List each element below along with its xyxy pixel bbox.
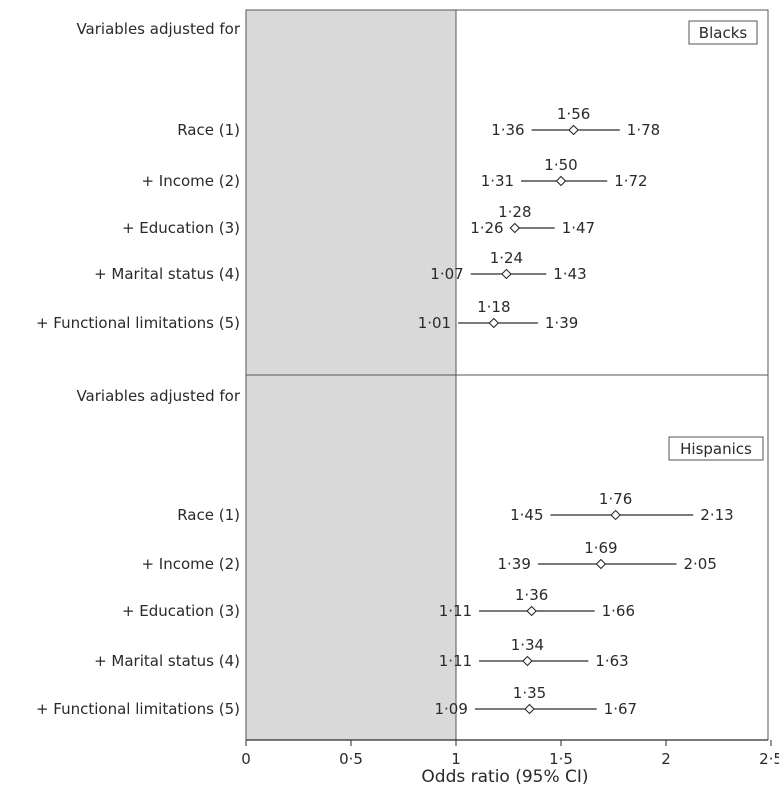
or-value-label: 1·50 xyxy=(544,156,577,174)
or-value-label: 1·76 xyxy=(599,490,632,508)
x-tick-label: 2 xyxy=(661,750,671,768)
group-legend-box xyxy=(668,436,764,461)
x-tick-label: 1·5 xyxy=(549,750,573,768)
or-diamond xyxy=(522,655,533,667)
ci-lower-label: 1·36 xyxy=(491,121,524,139)
or-diamond xyxy=(610,509,621,521)
row-label: + Marital status (4) xyxy=(94,652,240,670)
row-label: + Income (2) xyxy=(141,172,240,190)
x-tick-label: 1 xyxy=(451,750,461,768)
panel-frame xyxy=(455,9,769,376)
or-diamond xyxy=(488,317,500,329)
ci-upper-label: 1·78 xyxy=(627,121,660,139)
row-label: + Functional limitations (5) xyxy=(36,700,240,718)
or-value-label: 1·24 xyxy=(490,249,523,267)
or-value-label: 1·34 xyxy=(511,636,544,654)
ci-upper-label: 1·43 xyxy=(553,265,586,283)
ci-lower-label: 1·11 xyxy=(439,652,472,670)
ci-lower-label: 1·39 xyxy=(497,555,530,573)
or-value-label: 1·18 xyxy=(477,298,510,316)
x-tick-label: 0·5 xyxy=(339,750,363,768)
row-label: + Functional limitations (5) xyxy=(36,314,240,332)
or-diamond xyxy=(555,175,567,187)
ci-upper-label: 1·47 xyxy=(562,219,595,237)
or-diamond xyxy=(568,124,579,136)
or-diamond xyxy=(595,558,607,570)
ci-upper-label: 2·13 xyxy=(700,506,733,524)
group-legend-label: Hispanics xyxy=(680,440,752,458)
panel-header: Variables adjusted for xyxy=(76,20,240,38)
ci-lower-label: 1·09 xyxy=(434,700,467,718)
x-tick-label: 2·5 xyxy=(759,750,779,768)
ci-lower-label: 1·31 xyxy=(481,172,514,190)
ci-lower-label: 1·07 xyxy=(430,265,463,283)
or-value-label: 1·28 xyxy=(498,203,531,221)
or-diamond xyxy=(524,703,535,715)
group-legend-label: Blacks xyxy=(699,24,748,42)
ci-upper-label: 1·39 xyxy=(545,314,578,332)
ci-lower-label: 1·11 xyxy=(439,602,472,620)
x-axis-title: Odds ratio (95% CI) xyxy=(421,767,588,787)
ci-lower-label: 1·26 xyxy=(470,219,503,237)
row-label: + Education (3) xyxy=(122,602,240,620)
or-value-label: 1·56 xyxy=(557,105,590,123)
ci-upper-label: 1·72 xyxy=(614,172,647,190)
or-value-label: 1·36 xyxy=(515,586,548,604)
ci-lower-label: 1·01 xyxy=(418,314,451,332)
panel-header: Variables adjusted for xyxy=(76,387,240,405)
ci-lower-label: 1·45 xyxy=(510,506,543,524)
ci-upper-label: 1·67 xyxy=(604,700,637,718)
x-tick-label: 0 xyxy=(241,750,251,768)
ci-upper-label: 1·63 xyxy=(595,652,628,670)
row-label: + Income (2) xyxy=(141,555,240,573)
group-legend-box xyxy=(688,20,758,45)
ci-upper-label: 2·05 xyxy=(684,555,717,573)
or-diamond xyxy=(509,222,521,234)
row-label: + Education (3) xyxy=(122,219,240,237)
row-label: + Marital status (4) xyxy=(94,265,240,283)
or-value-label: 1·35 xyxy=(513,684,546,702)
or-diamond xyxy=(526,605,537,617)
or-value-label: 1·69 xyxy=(584,539,617,557)
ci-upper-label: 1·66 xyxy=(602,602,635,620)
or-diamond xyxy=(501,268,512,280)
row-label: Race (1) xyxy=(177,121,240,139)
row-label: Race (1) xyxy=(177,506,240,524)
